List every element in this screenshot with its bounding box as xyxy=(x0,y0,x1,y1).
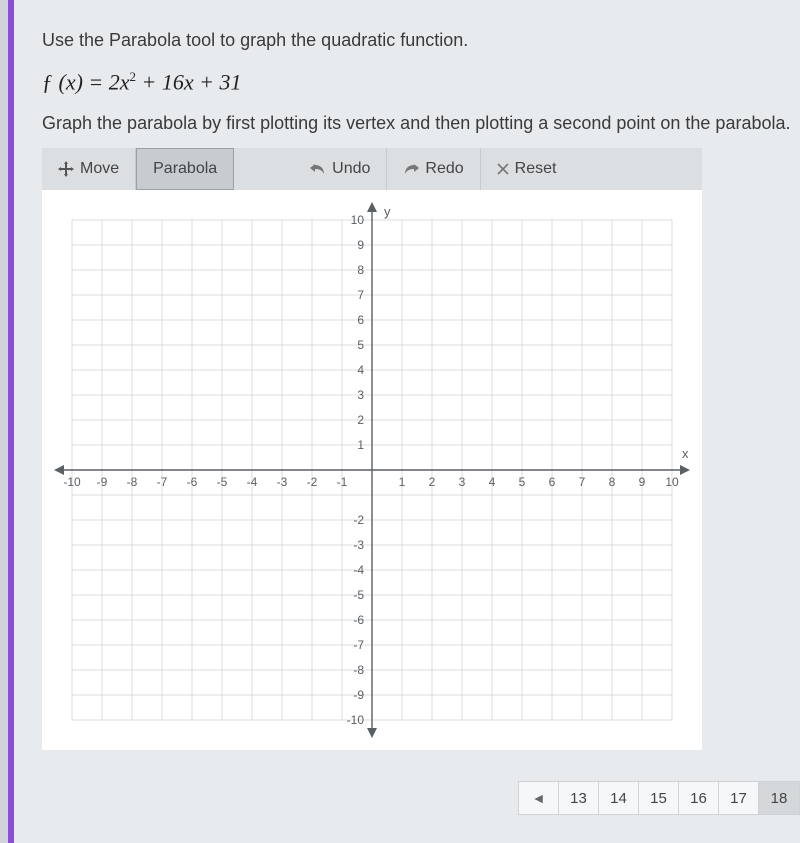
move-tool-label: Move xyxy=(80,160,119,178)
svg-text:10: 10 xyxy=(665,475,679,489)
parabola-tool-label: Parabola xyxy=(153,160,217,178)
svg-text:-5: -5 xyxy=(217,475,228,489)
pager-page-18[interactable]: 18 xyxy=(759,782,799,814)
graph-toolbar: Move Parabola Undo Redo Reset xyxy=(42,148,702,190)
svg-text:-6: -6 xyxy=(187,475,198,489)
pager-page-13[interactable]: 13 xyxy=(559,782,599,814)
coordinate-grid[interactable]: -10 -9 -8 -7 -6 -5 -4 -3 -2 -1 1 2 3 4 5 6 7 8 9 10 10 9 8 7 6 5 4… xyxy=(42,190,702,750)
svg-text:4: 4 xyxy=(489,475,496,489)
svg-text:-9: -9 xyxy=(97,475,108,489)
svg-text:-7: -7 xyxy=(157,475,168,489)
svg-text:-8: -8 xyxy=(127,475,138,489)
move-icon xyxy=(58,161,74,177)
reset-icon xyxy=(497,163,509,175)
question-pager: ◄ 13 14 15 16 17 18 xyxy=(518,781,800,815)
prompt-text-2: Graph the parabola by first plotting its… xyxy=(42,113,800,134)
undo-icon xyxy=(310,162,326,176)
question-panel: Use the Parabola tool to graph the quadr… xyxy=(8,0,800,843)
toolbar-spacer xyxy=(234,148,294,190)
svg-text:-6: -6 xyxy=(353,613,364,627)
svg-text:9: 9 xyxy=(357,238,364,252)
svg-text:-8: -8 xyxy=(353,663,364,677)
svg-text:-10: -10 xyxy=(347,713,365,727)
redo-button[interactable]: Redo xyxy=(387,148,480,190)
pager-page-17[interactable]: 17 xyxy=(719,782,759,814)
svg-text:10: 10 xyxy=(351,213,365,227)
svg-text:3: 3 xyxy=(357,388,364,402)
equation-text: ƒ (x) = 2x2 + 16x + 31 xyxy=(42,69,800,95)
svg-text:1: 1 xyxy=(357,438,364,452)
chevron-left-icon: ◄ xyxy=(532,790,546,806)
svg-text:8: 8 xyxy=(357,263,364,277)
svg-text:8: 8 xyxy=(609,475,616,489)
svg-text:x: x xyxy=(682,446,689,461)
svg-text:7: 7 xyxy=(357,288,364,302)
pager-page-15[interactable]: 15 xyxy=(639,782,679,814)
redo-label: Redo xyxy=(425,160,463,178)
svg-text:-1: -1 xyxy=(337,475,348,489)
svg-text:-3: -3 xyxy=(353,538,364,552)
svg-text:-9: -9 xyxy=(353,688,364,702)
svg-text:-10: -10 xyxy=(63,475,81,489)
svg-text:5: 5 xyxy=(519,475,526,489)
svg-text:-2: -2 xyxy=(353,513,364,527)
pager-page-16[interactable]: 16 xyxy=(679,782,719,814)
move-tool-button[interactable]: Move xyxy=(42,148,136,190)
svg-text:6: 6 xyxy=(549,475,556,489)
svg-text:-2: -2 xyxy=(307,475,318,489)
svg-text:-4: -4 xyxy=(247,475,258,489)
svg-text:y: y xyxy=(384,204,391,219)
graph-area[interactable]: -10 -9 -8 -7 -6 -5 -4 -3 -2 -1 1 2 3 4 5 6 7 8 9 10 10 9 8 7 6 5 4… xyxy=(42,190,702,750)
svg-text:9: 9 xyxy=(639,475,646,489)
prompt-text-1: Use the Parabola tool to graph the quadr… xyxy=(42,30,800,51)
svg-text:3: 3 xyxy=(459,475,466,489)
pager-prev-button[interactable]: ◄ xyxy=(519,782,559,814)
parabola-tool-button[interactable]: Parabola xyxy=(136,148,234,190)
svg-text:6: 6 xyxy=(357,313,364,327)
redo-icon xyxy=(403,162,419,176)
svg-text:-4: -4 xyxy=(353,563,364,577)
svg-text:1: 1 xyxy=(399,475,406,489)
svg-text:5: 5 xyxy=(357,338,364,352)
svg-text:4: 4 xyxy=(357,363,364,377)
svg-text:-7: -7 xyxy=(353,638,364,652)
reset-label: Reset xyxy=(515,160,557,178)
svg-text:2: 2 xyxy=(357,413,364,427)
reset-button[interactable]: Reset xyxy=(481,148,573,190)
svg-text:-5: -5 xyxy=(353,588,364,602)
undo-button[interactable]: Undo xyxy=(294,148,387,190)
pager-page-14[interactable]: 14 xyxy=(599,782,639,814)
undo-label: Undo xyxy=(332,160,370,178)
svg-text:-3: -3 xyxy=(277,475,288,489)
svg-text:7: 7 xyxy=(579,475,586,489)
svg-text:2: 2 xyxy=(429,475,436,489)
